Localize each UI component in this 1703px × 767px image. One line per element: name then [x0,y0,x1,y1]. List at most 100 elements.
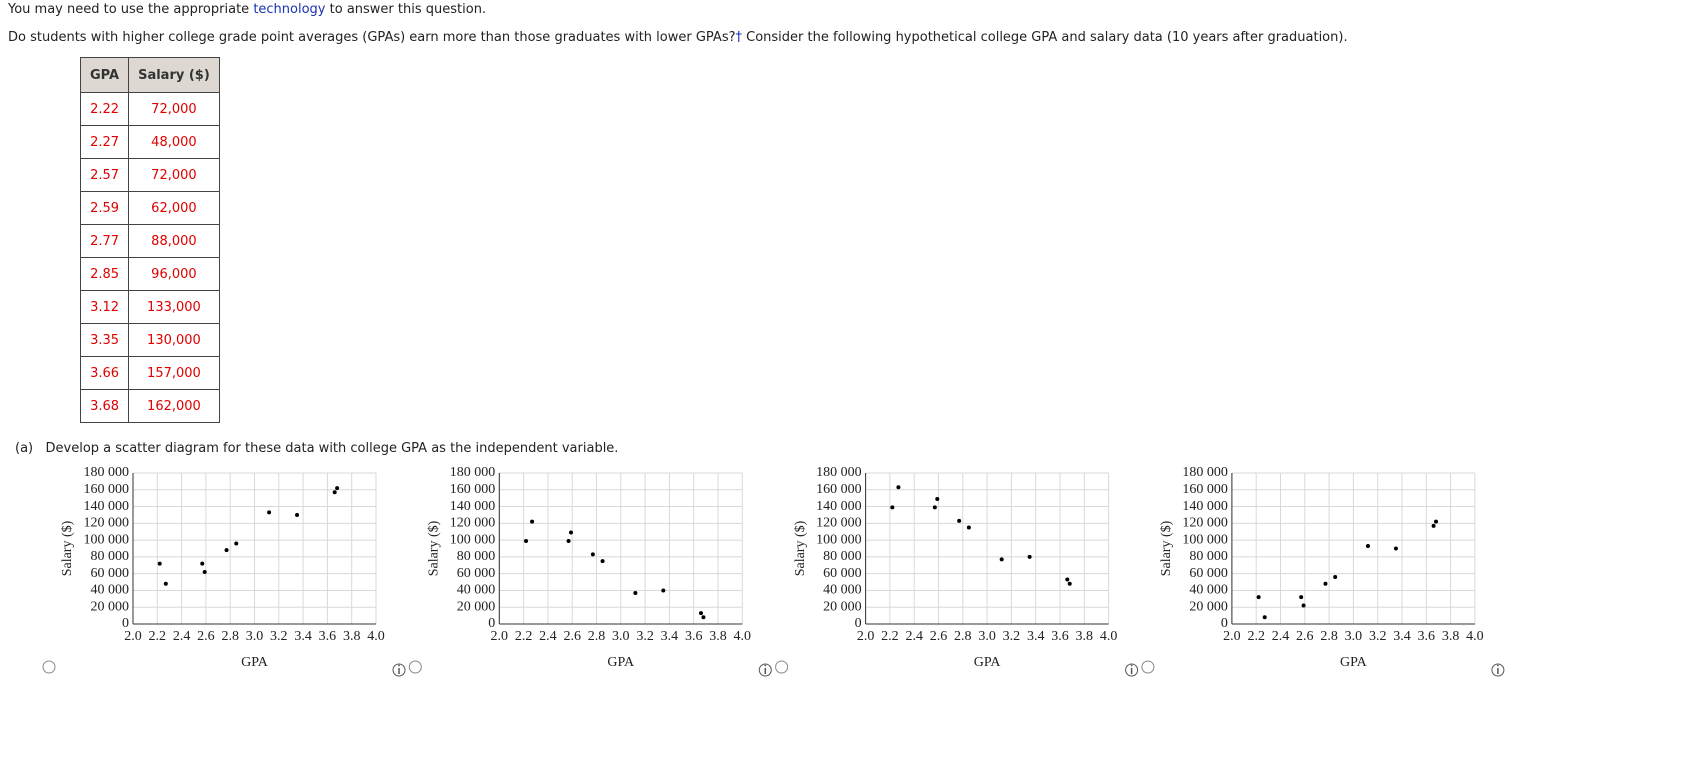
point [1333,575,1338,580]
y-tick-label: 80 000 [457,549,496,564]
point [1067,581,1072,586]
point [524,538,529,543]
y-axis-label: Salary ($) [427,520,442,576]
point [1262,615,1267,620]
x-tick-label: 2.8 [588,629,606,644]
y-tick-label: 0 [855,616,862,631]
x-tick-label: 3.6 [1051,629,1069,644]
x-tick-label: 2.6 [1296,629,1314,644]
y-tick-label: 20 000 [457,599,496,614]
x-tick-label: 2.2 [515,629,533,644]
x-tick-label: 3.0 [1345,629,1363,644]
y-tick-label: 120 000 [1182,516,1228,531]
table-row: 2.85 96,000 [79,257,220,291]
x-axis-label: GPA [1340,655,1368,670]
x-axis-label: GPA [607,655,635,670]
table-cell: 72,000 [128,158,220,192]
y-tick-label: 40 000 [823,583,862,598]
y-axis-label: Salary ($) [60,520,75,576]
x-tick-label: 3.4 [661,629,679,644]
x-tick-label: 2.4 [173,629,191,644]
x-tick-label: 4.0 [1466,629,1484,644]
point [890,505,895,510]
point [935,497,940,502]
x-tick-label: 3.8 [343,629,361,644]
table-cell: 3.35 [79,323,130,357]
question: Do students with higher college grade po… [8,30,1348,45]
table-row: 3.35 130,000 [79,323,220,357]
x-tick-label: 3.8 [1076,629,1094,644]
y-tick-label: 100 000 [816,532,862,547]
table-cell: 157,000 [128,356,220,390]
y-tick-label: 180 000 [816,465,862,480]
y-tick-label: 160 000 [450,482,496,497]
point [202,569,207,574]
point [661,588,666,593]
point [633,590,638,595]
technology-link[interactable]: technology [253,2,326,17]
x-tick-label: 3.2 [636,629,654,644]
table-cell: 88,000 [128,224,220,258]
table-cell: 48,000 [128,125,220,159]
x-tick-label: 3.2 [1369,629,1387,644]
x-tick-label: 3.4 [294,629,312,644]
y-tick-label: 40 000 [91,583,130,598]
info-icon-dot [764,664,767,667]
table-row: 2.27 48,000 [79,125,220,159]
y-tick-label: 180 000 [84,465,130,480]
y-tick-label: 180 000 [1182,465,1228,480]
part-a: (a) Develop a scatter diagram for these … [15,441,618,456]
y-tick-label: 40 000 [457,583,496,598]
table-row: 2.59 62,000 [79,191,220,225]
point [295,512,300,517]
footnote-mark[interactable]: † [735,30,743,45]
y-tick-label: 60 000 [823,566,862,581]
table-row: 2.57 72,000 [79,158,220,192]
point [234,541,239,546]
table-cell: 3.12 [79,290,130,324]
point [568,530,573,535]
table-cell: 62,000 [128,191,220,225]
point [999,557,1004,562]
point [1365,543,1370,548]
info-icon-dot [1497,664,1499,667]
x-tick-label: 2.0 [124,629,142,644]
data-table: GPA Salary ($) 2.22 72,000 2.27 48,000 2.57 72,… [79,57,220,423]
radio-button[interactable] [408,660,422,674]
y-tick-label: 80 000 [1189,549,1228,564]
y-tick-label: 160 000 [84,482,130,497]
y-tick-label: 60 000 [91,566,130,581]
part-text: Develop a scatter diagram for these data… [45,441,619,456]
radio-button[interactable] [775,660,789,674]
x-tick-label: 3.8 [709,629,727,644]
point [590,552,595,557]
x-tick-label: 2.0 [1223,629,1241,644]
x-tick-label: 3.8 [1442,629,1460,644]
y-tick-label: 20 000 [1189,599,1228,614]
table-row: 3.66 157,000 [79,356,220,390]
y-tick-label: 0 [122,616,129,631]
x-axis-label: GPA [241,655,269,670]
point [1256,595,1261,600]
x-tick-label: 3.2 [270,629,288,644]
x-tick-label: 2.6 [563,629,581,644]
x-tick-label: 3.6 [685,629,703,644]
table-row: 2.77 88,000 [79,224,220,258]
table-cell: 2.22 [79,92,130,126]
table-cell: 3.68 [79,389,130,423]
point [701,615,706,620]
x-tick-label: 2.0 [857,629,875,644]
point [932,505,937,510]
point [1431,523,1436,528]
y-tick-label: 140 000 [450,499,496,514]
table-cell: 2.77 [79,224,130,258]
y-tick-label: 120 000 [816,516,862,531]
radio-button[interactable] [1141,660,1155,674]
x-tick-label: 3.4 [1393,629,1411,644]
x-tick-label: 2.8 [221,629,239,644]
header-row: GPA Salary ($) [79,57,220,93]
table-cell: 96,000 [128,257,220,291]
radio-button[interactable] [42,660,56,674]
x-tick-label: 3.2 [1003,629,1021,644]
